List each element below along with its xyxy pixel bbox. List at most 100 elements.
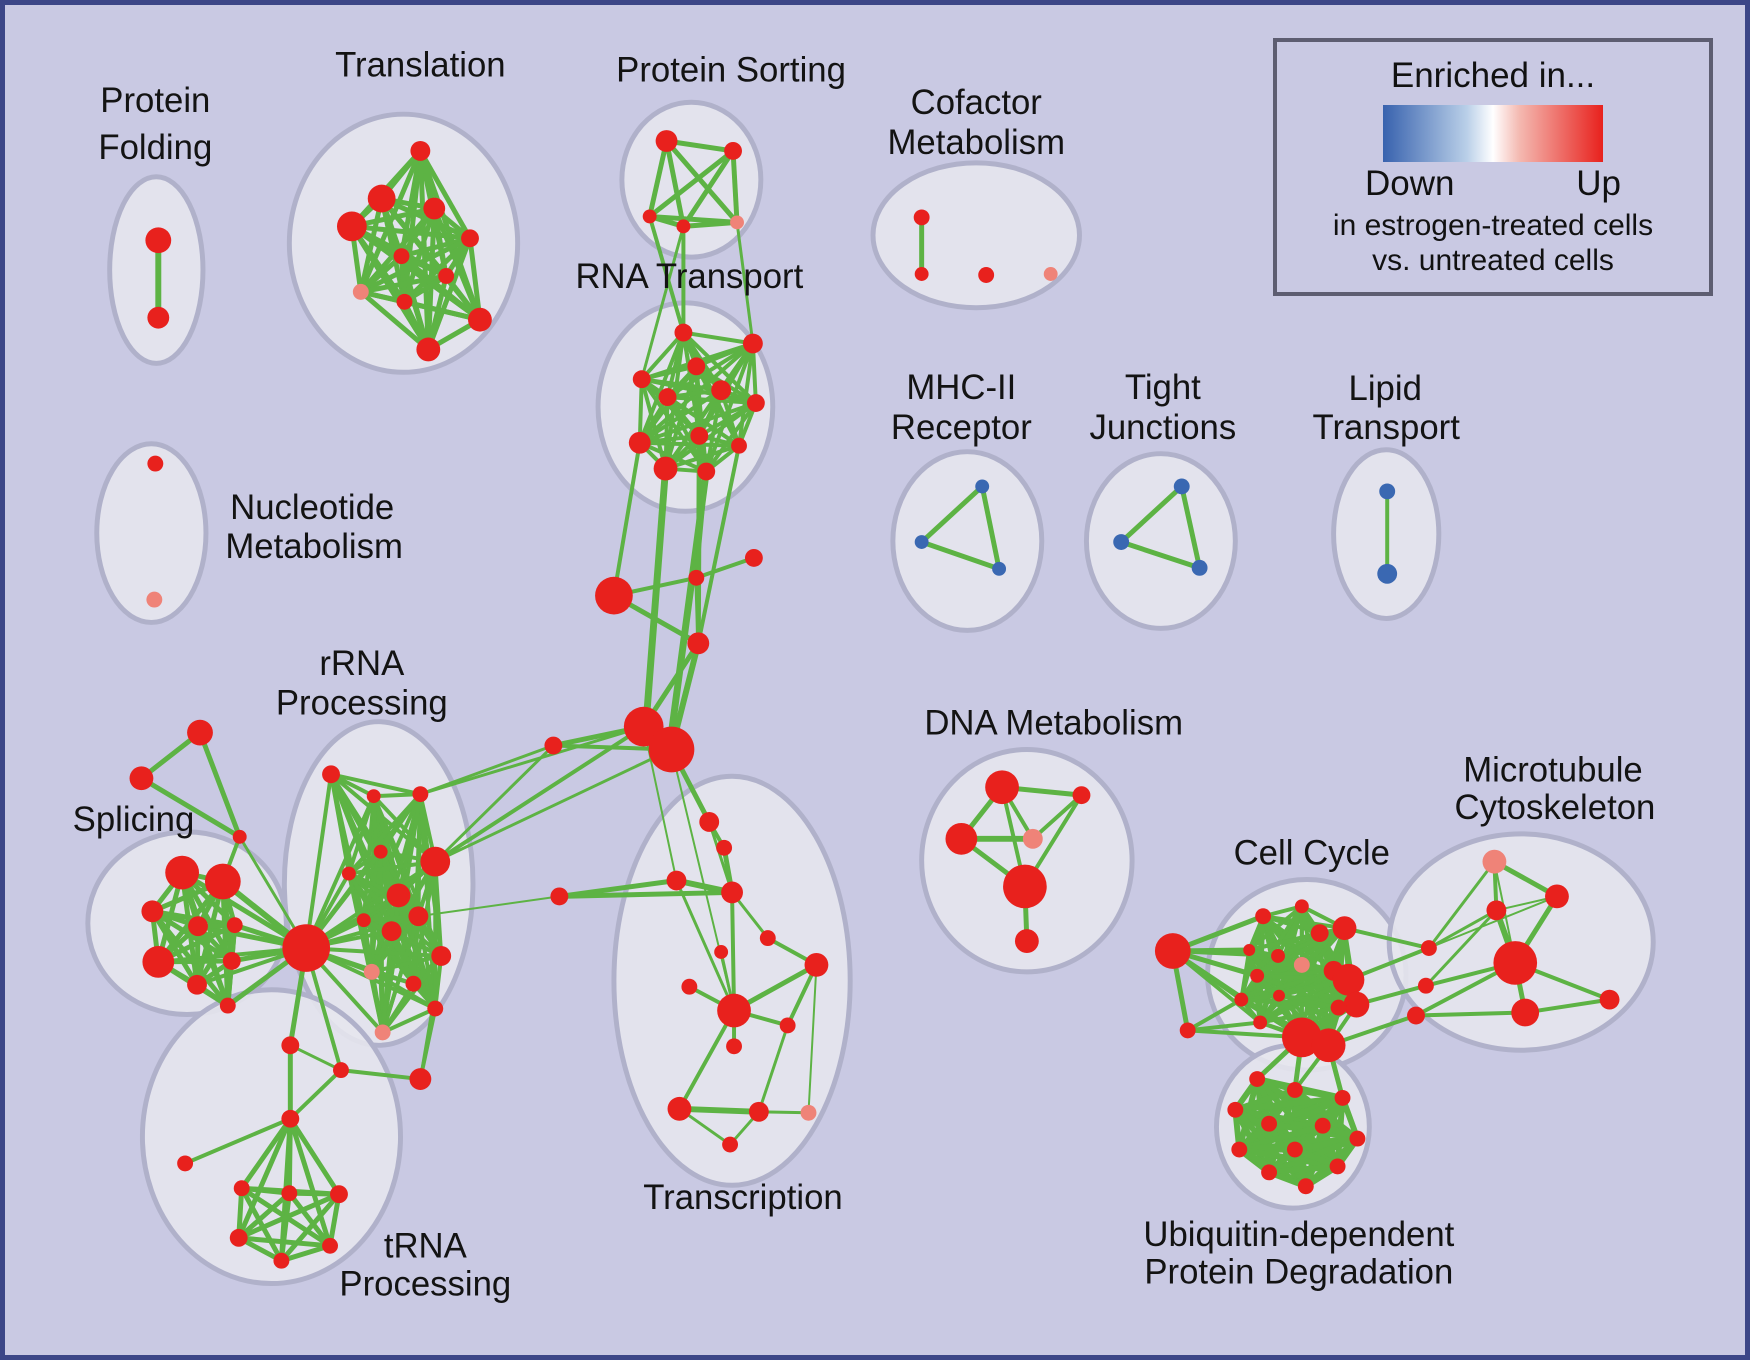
cluster-label-splicing: Splicing xyxy=(73,801,195,839)
edge xyxy=(1427,860,1496,950)
edge xyxy=(663,443,741,471)
gene-set-node xyxy=(281,1036,300,1055)
edge xyxy=(1427,908,1498,950)
edge xyxy=(433,747,673,864)
cluster-ellipse-nucleotide-metabolism xyxy=(94,441,209,625)
cluster-label-trna-processing: tRNA xyxy=(384,1228,468,1266)
edge xyxy=(707,820,734,894)
edge xyxy=(380,981,416,1035)
edge xyxy=(1185,997,1244,1033)
gene-set-node xyxy=(1286,1141,1303,1158)
edge xyxy=(467,235,483,323)
cluster-label-microtubule-cytoskeleton: Cytoskeleton xyxy=(1455,789,1656,827)
edge xyxy=(278,1190,292,1264)
edge xyxy=(704,401,758,474)
gene-set-node xyxy=(1417,977,1434,994)
gene-set-node xyxy=(333,1062,349,1079)
gene-set-node xyxy=(1294,899,1309,914)
gene-set-node xyxy=(759,930,776,947)
legend-up-label: Up xyxy=(1576,164,1621,203)
edge xyxy=(694,469,709,580)
edge xyxy=(431,206,483,323)
gene-set-node xyxy=(273,1252,290,1269)
cluster-label-microtubule-cytoskeleton: Microtubule xyxy=(1463,751,1643,789)
gene-set-node xyxy=(363,963,380,980)
gene-set-node xyxy=(1243,944,1256,956)
edge xyxy=(149,908,231,1009)
edge xyxy=(1118,483,1185,545)
gene-set-node xyxy=(187,974,207,995)
edge xyxy=(380,1006,438,1035)
edge xyxy=(637,440,741,448)
gene-set-node xyxy=(468,307,492,332)
gene-set-node xyxy=(731,437,747,454)
edge xyxy=(417,895,561,918)
edge xyxy=(919,483,985,545)
edge xyxy=(1277,993,1341,1010)
gene-set-node xyxy=(666,870,687,891)
edge xyxy=(640,224,685,381)
gene-set-node xyxy=(653,456,678,481)
gene-set-node xyxy=(1511,998,1540,1027)
gene-set-node xyxy=(423,197,446,220)
edge xyxy=(611,440,642,598)
edge xyxy=(1247,926,1347,952)
edge xyxy=(197,730,243,840)
gene-set-node xyxy=(1330,999,1347,1016)
edge xyxy=(1258,1005,1341,1025)
edge xyxy=(647,138,670,219)
cluster-label-cofactor-metabolism: Metabolism xyxy=(887,124,1065,162)
edge xyxy=(183,1116,293,1166)
edge xyxy=(1424,908,1498,988)
gene-set-node xyxy=(722,1136,739,1153)
edge xyxy=(1427,895,1558,950)
edge xyxy=(694,555,756,580)
cluster-label-protein-sorting: Protein Sorting xyxy=(616,51,846,89)
edge xyxy=(637,330,686,445)
cluster-label-lipid-transport: Lipid xyxy=(1349,370,1422,408)
edge xyxy=(639,377,709,474)
cluster-label-rna-transport: RNA Transport xyxy=(575,258,803,296)
gene-set-node xyxy=(461,229,479,248)
edge xyxy=(664,138,740,225)
edge xyxy=(329,772,423,797)
gene-set-node xyxy=(674,323,693,342)
gene-set-node xyxy=(716,839,733,856)
legend-title: Enriched in... xyxy=(1390,56,1596,95)
cluster-label-ubiquitin-degradation: Protein Degradation xyxy=(1144,1254,1453,1292)
cluster-label-mhc-ii-receptor: MHC-II xyxy=(906,369,1016,407)
edge xyxy=(639,364,699,382)
edge xyxy=(637,401,758,445)
gene-set-node xyxy=(1231,1141,1248,1158)
edge xyxy=(680,148,736,229)
gene-set-node xyxy=(1377,563,1398,584)
gene-set-node xyxy=(366,789,381,804)
gene-set-node xyxy=(748,1101,769,1122)
gene-set-node xyxy=(1379,483,1396,500)
edge xyxy=(1523,997,1612,1015)
gene-set-node xyxy=(281,1185,298,1202)
gene-set-node xyxy=(187,719,213,746)
legend: Enriched in... Down Up in estrogen-treat… xyxy=(1273,38,1713,296)
legend-gradient-bar xyxy=(1383,105,1603,162)
edge xyxy=(358,273,449,295)
cluster-label-protein-folding: Folding xyxy=(98,129,212,167)
edge xyxy=(647,214,686,335)
edge xyxy=(637,440,709,474)
gene-set-node xyxy=(721,881,743,904)
edge xyxy=(236,1190,292,1241)
edge xyxy=(239,1185,284,1264)
gene-set-node xyxy=(975,479,990,494)
gene-set-node xyxy=(438,268,455,284)
edge xyxy=(304,772,334,950)
gene-set-node xyxy=(1255,908,1272,925)
gene-set-node xyxy=(544,736,563,755)
edge xyxy=(1342,926,1431,950)
gene-set-node xyxy=(177,1155,194,1172)
edge xyxy=(647,148,736,219)
gene-set-node xyxy=(726,1038,742,1055)
gene-set-node xyxy=(330,1185,348,1204)
edge xyxy=(1247,904,1304,952)
gene-set-node xyxy=(804,952,829,977)
gene-set-node xyxy=(1482,849,1507,874)
